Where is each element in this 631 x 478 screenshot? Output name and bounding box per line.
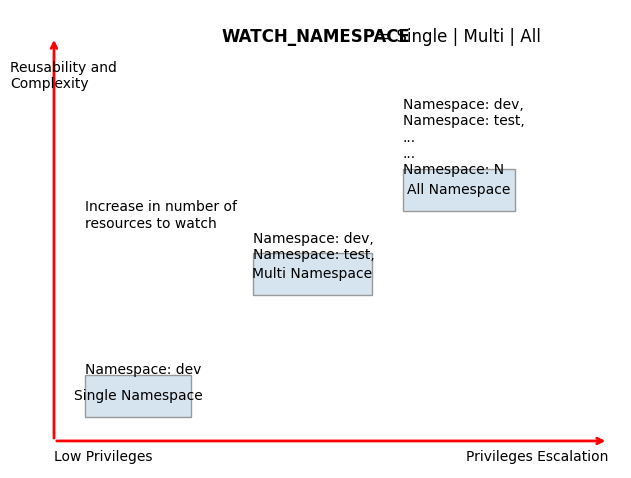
Text: WATCH_NAMESPACE: WATCH_NAMESPACE bbox=[221, 28, 410, 46]
Text: All Namespace: All Namespace bbox=[407, 183, 510, 196]
Text: Namespace: dev: Namespace: dev bbox=[85, 363, 201, 378]
FancyBboxPatch shape bbox=[85, 375, 191, 417]
Text: = Single | Multi | All: = Single | Multi | All bbox=[372, 28, 540, 46]
Text: Reusability and
Complexity: Reusability and Complexity bbox=[10, 61, 117, 91]
Text: Increase in number of
resources to watch: Increase in number of resources to watch bbox=[85, 200, 237, 230]
Text: Privileges Escalation: Privileges Escalation bbox=[466, 450, 608, 465]
Text: Multi Namespace: Multi Namespace bbox=[252, 267, 372, 281]
Text: Single Namespace: Single Namespace bbox=[74, 390, 203, 403]
FancyBboxPatch shape bbox=[403, 169, 515, 211]
Text: Namespace: dev,
Namespace: test,
...
...
Namespace: N: Namespace: dev, Namespace: test, ... ...… bbox=[403, 98, 524, 177]
Text: Low Privileges: Low Privileges bbox=[54, 450, 153, 465]
FancyBboxPatch shape bbox=[253, 253, 372, 295]
Text: Namespace: dev,
Namespace: test,: Namespace: dev, Namespace: test, bbox=[253, 232, 375, 262]
